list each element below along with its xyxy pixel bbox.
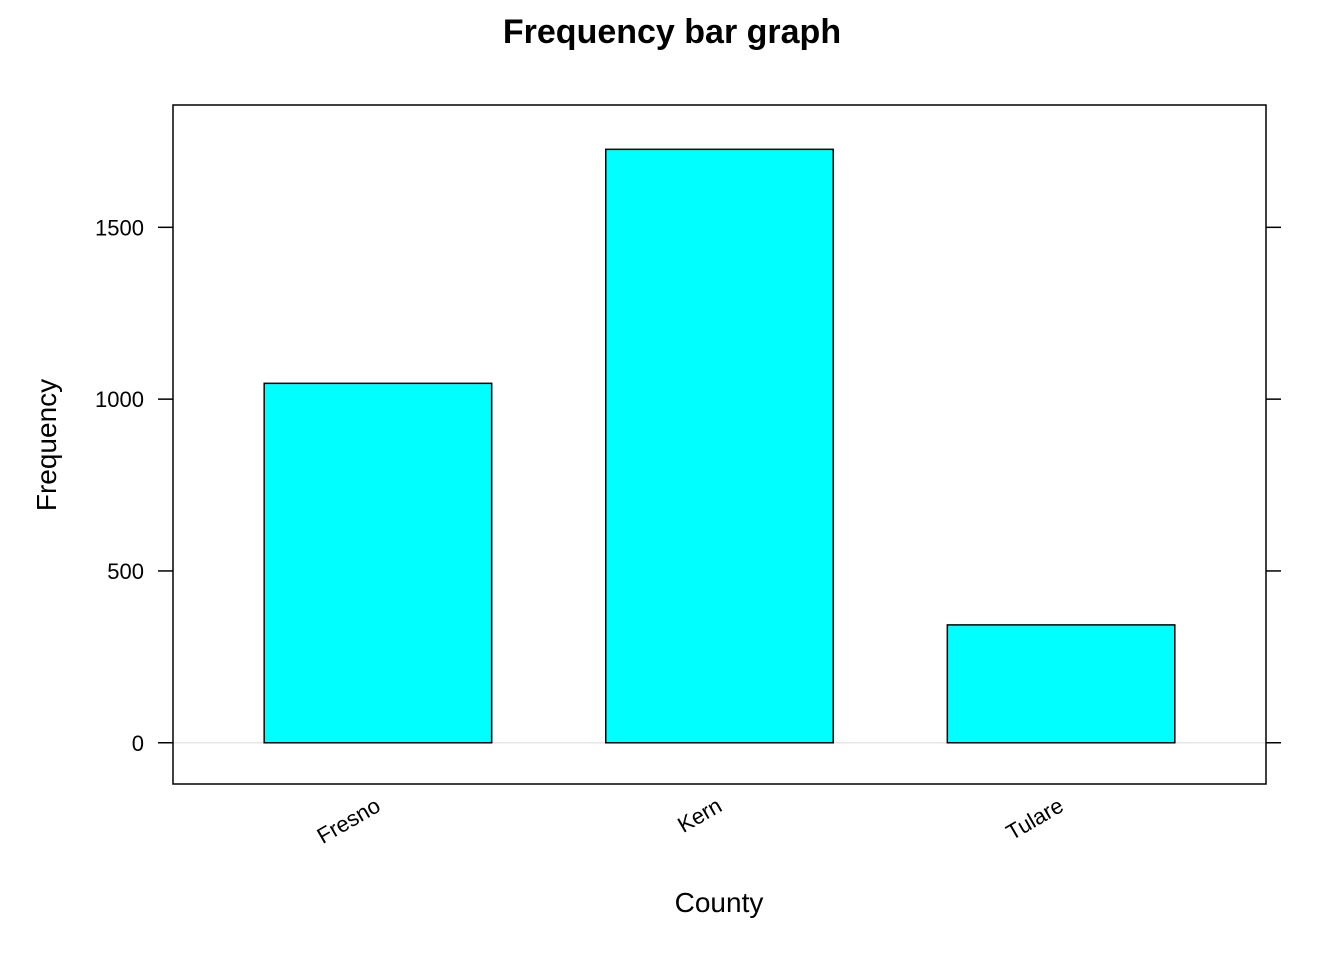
- x-tick-label-tulare: Tulare: [1002, 793, 1068, 845]
- bar-kern: [605, 148, 834, 744]
- chart-title: Frequency bar graph: [503, 13, 841, 51]
- y-tick-label: 500: [107, 559, 144, 584]
- bar-fresno: [263, 382, 493, 744]
- y-tick-label: 1000: [95, 387, 144, 412]
- plot-area: 0 500 1000 1500 Fresno Kern Tulare: [95, 104, 1281, 849]
- x-tick-label-fresno: Fresno: [313, 793, 385, 849]
- y-tick-label: 0: [132, 731, 144, 756]
- x-tick-label-kern: Kern: [673, 793, 726, 838]
- y-axis-label: Frequency: [31, 379, 62, 511]
- y-tick-label: 1500: [95, 215, 144, 240]
- plot-frame: [172, 104, 1267, 785]
- x-axis-label: County: [675, 887, 764, 918]
- bar-tulare: [946, 624, 1176, 744]
